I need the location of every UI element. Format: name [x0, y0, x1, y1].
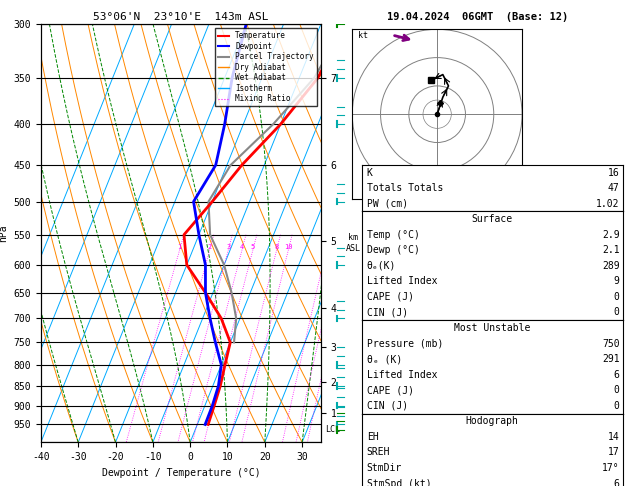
Text: 2: 2 [208, 244, 212, 250]
Text: CIN (J): CIN (J) [367, 308, 408, 317]
Text: K: K [367, 168, 372, 177]
Text: 14: 14 [608, 432, 620, 442]
Text: 0: 0 [614, 308, 620, 317]
Text: LCL: LCL [325, 425, 340, 434]
Text: 19.04.2024  06GMT  (Base: 12): 19.04.2024 06GMT (Base: 12) [387, 12, 569, 22]
Text: 1.02: 1.02 [596, 199, 620, 208]
Text: 0: 0 [614, 401, 620, 411]
Text: 0: 0 [614, 292, 620, 302]
Text: StmSpd (kt): StmSpd (kt) [367, 479, 431, 486]
Text: 9: 9 [614, 277, 620, 286]
Text: Totals Totals: Totals Totals [367, 183, 443, 193]
X-axis label: Dewpoint / Temperature (°C): Dewpoint / Temperature (°C) [101, 468, 260, 478]
Text: 2.1: 2.1 [602, 245, 620, 255]
Text: CAPE (J): CAPE (J) [367, 292, 414, 302]
Text: 6: 6 [614, 479, 620, 486]
Text: Surface: Surface [472, 214, 513, 224]
Text: θₑ (K): θₑ (K) [367, 354, 402, 364]
Text: 750: 750 [602, 339, 620, 348]
Text: Temp (°C): Temp (°C) [367, 230, 420, 240]
Text: Most Unstable: Most Unstable [454, 323, 530, 333]
Text: θₑ(K): θₑ(K) [367, 261, 396, 271]
Text: 17°: 17° [602, 463, 620, 473]
Text: 0: 0 [614, 385, 620, 395]
Text: PW (cm): PW (cm) [367, 199, 408, 208]
Text: 8: 8 [274, 244, 279, 250]
Y-axis label: hPa: hPa [0, 225, 8, 242]
Text: CAPE (J): CAPE (J) [367, 385, 414, 395]
Text: 6: 6 [614, 370, 620, 380]
Text: 4: 4 [240, 244, 244, 250]
Legend: Temperature, Dewpoint, Parcel Trajectory, Dry Adiabat, Wet Adiabat, Isotherm, Mi: Temperature, Dewpoint, Parcel Trajectory… [214, 28, 317, 106]
Text: Hodograph: Hodograph [465, 417, 519, 426]
Text: Dewp (°C): Dewp (°C) [367, 245, 420, 255]
Text: Lifted Index: Lifted Index [367, 370, 437, 380]
Text: CIN (J): CIN (J) [367, 401, 408, 411]
Text: EH: EH [367, 432, 379, 442]
Title: 53°06'N  23°10'E  143m ASL: 53°06'N 23°10'E 143m ASL [93, 12, 269, 22]
Text: 2.9: 2.9 [602, 230, 620, 240]
Text: 47: 47 [608, 183, 620, 193]
Text: 3: 3 [226, 244, 230, 250]
Text: 291: 291 [602, 354, 620, 364]
Y-axis label: km
ASL: km ASL [345, 233, 360, 253]
Text: Pressure (mb): Pressure (mb) [367, 339, 443, 348]
Text: 10: 10 [284, 244, 292, 250]
Text: 1: 1 [177, 244, 182, 250]
Text: 17: 17 [608, 448, 620, 457]
Text: 5: 5 [251, 244, 255, 250]
Text: 16: 16 [608, 168, 620, 177]
Text: kt: kt [358, 31, 368, 40]
Text: SREH: SREH [367, 448, 390, 457]
Text: 289: 289 [602, 261, 620, 271]
Text: Lifted Index: Lifted Index [367, 277, 437, 286]
Text: StmDir: StmDir [367, 463, 402, 473]
